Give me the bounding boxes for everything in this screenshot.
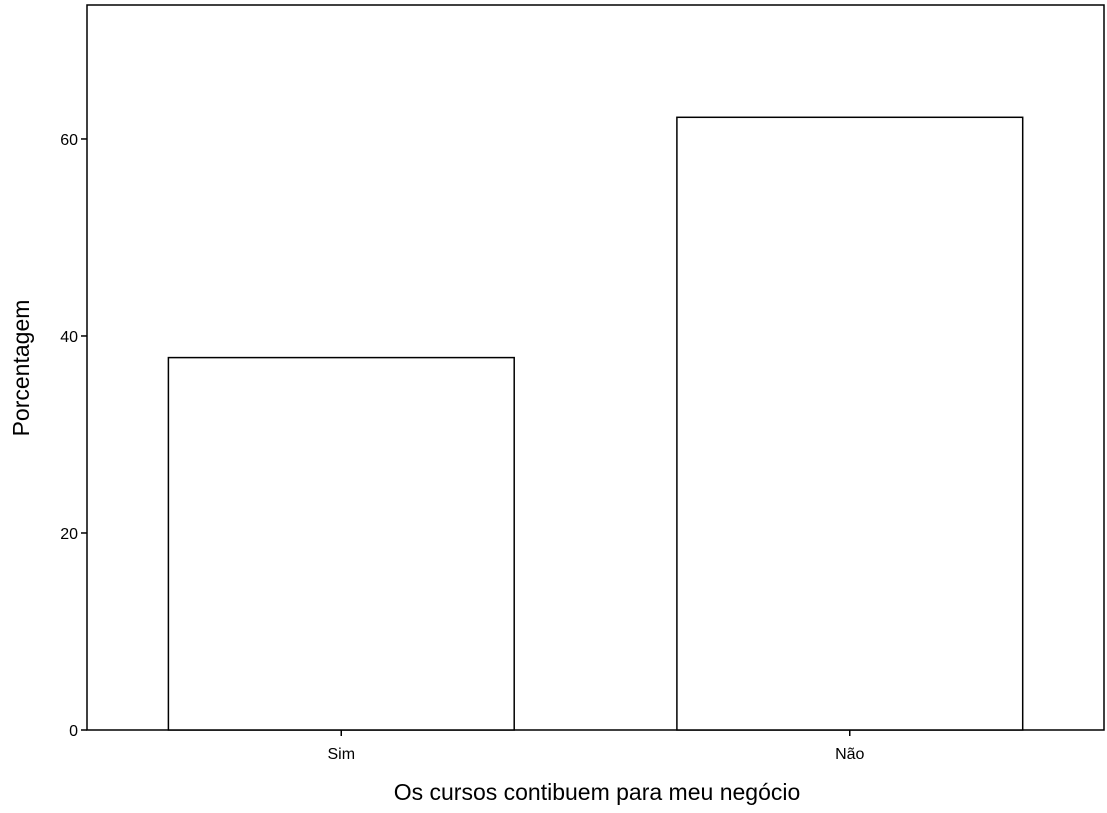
x-tick-label: Sim (327, 746, 355, 763)
bar-2 (676, 116, 1024, 731)
y-axis-title: Porcentagem (8, 300, 34, 437)
x-tick-label: Não (835, 746, 864, 763)
x-axis-title: Os cursos contibuem para meu negócio (394, 779, 801, 805)
bars (167, 116, 1024, 731)
y-tick-label: 40 (60, 329, 78, 346)
y-tick-label: 20 (60, 526, 78, 543)
y-tick-label: 0 (69, 723, 78, 740)
y-axis: 0 20 40 60 (60, 132, 87, 740)
plot-area (86, 4, 1105, 731)
y-tick-label: 60 (60, 132, 78, 149)
bar-1 (167, 356, 515, 731)
x-axis: Sim Não (327, 730, 865, 763)
